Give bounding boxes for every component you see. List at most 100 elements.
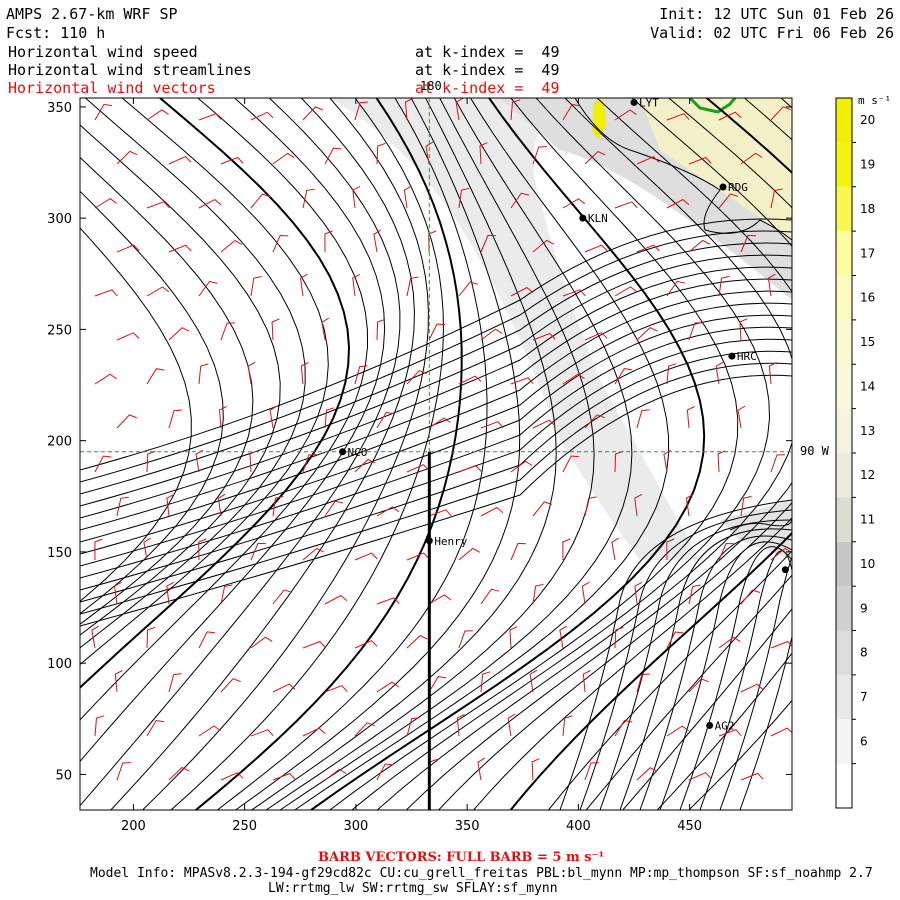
wind-barb [271,318,280,341]
wind-barb [116,414,137,429]
wind-barb [376,763,394,781]
colorbar-swatch [836,586,852,631]
wind-barb [740,772,764,781]
wind-barb [509,626,518,649]
wind-barb [767,273,776,297]
wind-barb [614,626,624,649]
wind-barb [272,683,296,693]
wind-barb [718,111,742,121]
wind-barb [614,201,638,209]
colorbar-swatch [836,98,852,143]
y-tick-label: 50 [55,768,72,783]
barb-note: BARB VECTORS: FULL BARB = 5 m s⁻¹ [318,850,605,865]
wind-barb [717,450,726,473]
station-marker [706,721,714,729]
wind-barb [666,280,686,297]
wind-barb [458,281,479,297]
wind-barb [354,101,368,121]
wind-barb [611,537,619,561]
streamline [80,338,792,591]
wind-barb [94,373,117,385]
wind-barb [614,368,633,385]
colorbar-label: 15 [860,335,875,349]
wind-barb [146,109,169,121]
wind-barb [740,234,757,253]
colorbar-label: 14 [860,379,875,393]
wind-barb [250,193,271,209]
wind-barb [300,362,309,385]
wind-barb [770,640,792,649]
wind-barb [636,244,660,253]
wind-barb [562,198,586,209]
wind-barb [354,458,376,473]
streamline [80,278,792,531]
init-time: Init: 12 UTC Sun 01 Feb 26 [659,5,894,23]
wind-barb [91,625,100,649]
streamline [80,326,792,579]
field-name-streamlines: Horizontal wind streamlines [8,61,252,79]
wind-barb [249,450,258,473]
streamlines [80,98,792,810]
colorbar-swatch [836,275,852,320]
model-info: Model Info: MPASv8.2.3-194-gf29cd82c CU:… [90,866,873,881]
wind-barb [614,720,633,737]
stations: LYT RDG KLN HRC NCO Henry AG2 [339,98,789,732]
wind-barb [688,322,703,341]
parallel-label: 90 W [800,444,830,458]
station-marker [425,537,433,545]
wind-barb [354,365,368,385]
wind-barb [562,373,585,385]
wind-barb [529,669,538,693]
streamline [142,98,429,810]
wind-barb [247,361,256,385]
colorbar-swatch [836,719,852,764]
wind-barb [718,729,742,737]
streamline [719,555,792,810]
colorbar-swatch [836,142,852,187]
wind-barb [250,636,273,649]
streamline [235,98,521,810]
streamline [585,98,792,810]
colorbar-label: 9 [860,601,868,615]
wind-barb [480,588,500,605]
lat-lon-lines [80,98,792,453]
wind-barb [686,406,695,429]
colorbar-swatch [836,541,852,587]
wind-barb [198,280,218,297]
wind-barb [94,715,105,737]
wind-barb [168,244,192,253]
coast-north [574,98,792,241]
x-tick-label: 200 [121,819,146,834]
wind-barb [458,464,482,473]
streamline [80,242,792,495]
wind-barb [718,636,741,649]
streamline [351,98,771,810]
wind-barb [166,493,175,517]
wind-barb [376,597,400,605]
wind-barb [168,409,182,429]
green-contour [688,98,737,114]
wind-barb [688,239,711,253]
valid-time: Valid: 02 UTC Fri 06 Feb 26 [650,24,894,42]
station-marker [728,352,736,360]
wind-barb [94,538,103,561]
wind-barb [614,286,638,297]
colorbar-swatch [836,453,852,498]
streamline [80,374,792,627]
wind-barb [403,185,412,209]
wind-barb [480,234,496,253]
wind-barb [559,625,568,649]
wind-barb [166,581,175,605]
wind-barb [428,594,452,605]
colorbar-swatch [836,763,852,808]
wind-barb [354,722,375,737]
streamline [80,362,792,615]
x-tick-label: 400 [566,819,591,834]
wind-barb [480,421,504,429]
wind-barb [688,772,712,781]
wind-barb [321,317,330,341]
wind-barb [250,729,274,737]
wind-barb [116,244,140,253]
wind-barb [198,725,221,737]
y-tick-label: 100 [47,657,72,672]
